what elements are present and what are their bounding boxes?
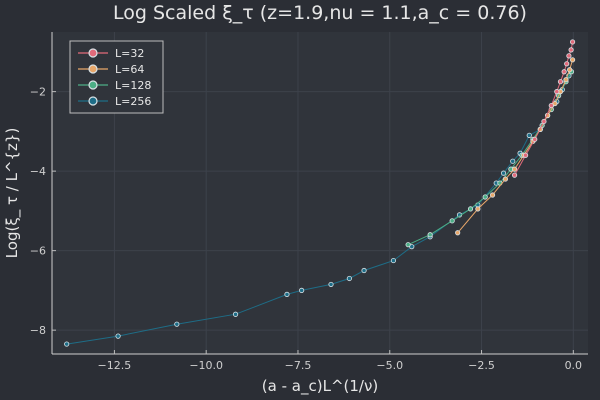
data-point xyxy=(526,132,532,138)
data-point xyxy=(455,230,461,236)
data-point xyxy=(511,172,518,178)
data-point xyxy=(500,170,507,176)
x-tick-label: −5.0 xyxy=(376,359,403,372)
data-point xyxy=(475,206,481,212)
x-axis-label: (a - a_c)L^(1/ν) xyxy=(262,377,378,396)
data-point xyxy=(284,291,290,297)
legend-item: L=128 xyxy=(78,79,151,92)
data-point xyxy=(299,287,305,293)
y-axis-label: Log(ξ_ τ / L^{z}) xyxy=(3,128,22,259)
legend-marker xyxy=(88,80,98,90)
x-tick-label: −12.5 xyxy=(98,359,132,372)
x-tick-label: −2.5 xyxy=(468,359,495,372)
x-tick-label: −7.5 xyxy=(285,359,312,372)
data-point xyxy=(482,194,488,200)
data-point xyxy=(361,267,367,274)
data-point xyxy=(568,47,574,53)
data-point xyxy=(64,341,70,347)
data-point xyxy=(554,89,560,95)
legend-marker xyxy=(88,96,98,106)
data-point xyxy=(449,218,455,224)
data-point xyxy=(548,102,554,109)
data-point xyxy=(174,321,180,327)
legend-marker xyxy=(88,48,98,58)
legend-label: L=64 xyxy=(115,63,144,76)
x-tick-label: −10.0 xyxy=(189,359,223,372)
data-point xyxy=(563,77,569,83)
legend-item: L=256 xyxy=(78,95,151,108)
data-point xyxy=(502,176,508,182)
data-point xyxy=(489,192,496,198)
data-point xyxy=(522,152,529,158)
data-point xyxy=(541,118,547,125)
data-point xyxy=(557,79,564,85)
grid xyxy=(52,32,588,354)
data-point xyxy=(567,67,573,73)
data-point xyxy=(405,242,411,248)
legend-marker xyxy=(88,64,98,74)
data-point xyxy=(467,206,474,212)
legend-item: L=64 xyxy=(78,63,144,76)
data-point xyxy=(390,257,397,264)
data-point xyxy=(532,136,538,142)
y-tick-label: −8 xyxy=(30,324,46,337)
data-point xyxy=(561,69,567,75)
legend: L=32 L=64 L=128 L=256 xyxy=(69,40,164,114)
legend-item: L=32 xyxy=(78,47,144,60)
axes-frame xyxy=(51,32,588,355)
legend-label: L=256 xyxy=(115,95,151,108)
data-point xyxy=(569,57,576,63)
data-point xyxy=(427,232,433,238)
y-tick-label: −2 xyxy=(30,86,46,99)
data-point xyxy=(510,158,516,164)
data-point xyxy=(564,61,570,67)
legend-label: L=32 xyxy=(115,47,144,60)
y-tick-label: −6 xyxy=(30,245,46,258)
data-point xyxy=(569,39,576,45)
data-point xyxy=(566,53,572,59)
series-layer xyxy=(64,39,576,347)
chart-title: Log Scaled ξ_τ (z=1.9,nu = 1.1,a_c = 0.7… xyxy=(113,2,527,24)
data-point xyxy=(115,333,121,339)
tick-labels: −12.5 −10.0 −7.5 −5.0 −2.5 0.0 −8 −6 −4 −2 xyxy=(30,86,582,372)
data-point xyxy=(511,166,518,172)
x-tick-label: 0.0 xyxy=(565,359,583,372)
data-point xyxy=(232,311,239,317)
data-point xyxy=(328,281,334,288)
series-l-32 xyxy=(511,39,576,178)
y-tick-label: −4 xyxy=(30,165,46,178)
legend-label: L=128 xyxy=(115,79,151,92)
data-point xyxy=(346,275,352,282)
